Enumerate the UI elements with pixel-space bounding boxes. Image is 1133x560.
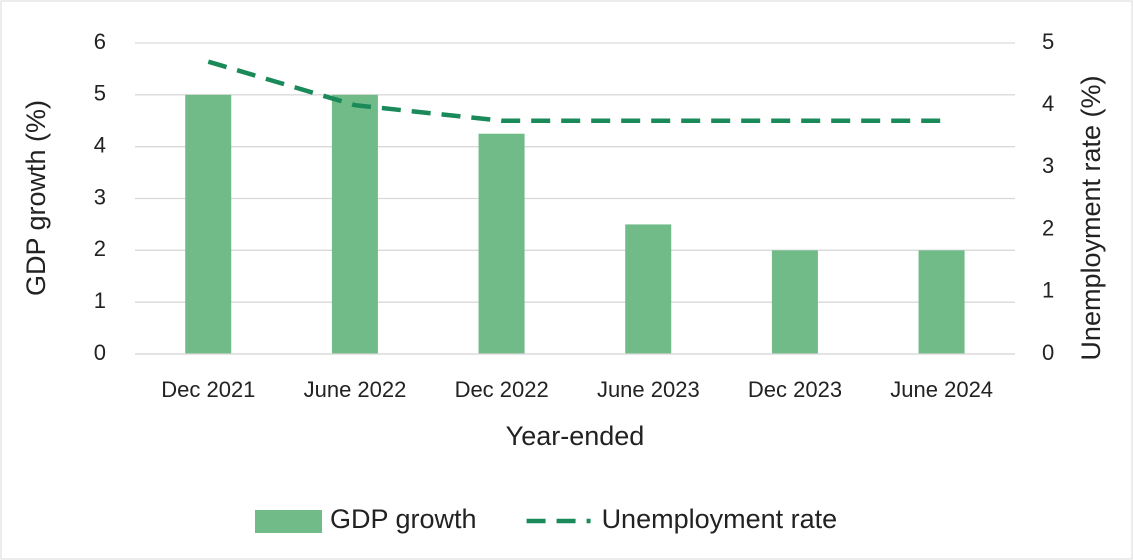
y-tick-label: 5 xyxy=(94,81,106,106)
bar xyxy=(771,250,818,354)
bar xyxy=(918,250,965,354)
line xyxy=(207,59,942,123)
y-axis-title: GDP growth (%) xyxy=(21,100,51,296)
y-tick-label: 3 xyxy=(94,184,106,209)
y2-tick-label: 0 xyxy=(1042,340,1054,365)
y-tick-label: 2 xyxy=(94,236,106,261)
y2-tick-label: 2 xyxy=(1042,215,1054,240)
legend-swatch xyxy=(255,510,322,533)
x-tick-label: Dec 2023 xyxy=(748,377,842,402)
x-tick-label: Dec 2022 xyxy=(455,377,549,402)
y-tick-label: 1 xyxy=(94,288,106,313)
y2-tick-label: 5 xyxy=(1042,29,1054,54)
y-tick-label: 0 xyxy=(94,340,106,365)
y2-tick-label: 4 xyxy=(1042,91,1054,116)
y2-axis-title: Unemployment rate (%) xyxy=(1076,75,1106,360)
bar xyxy=(625,224,672,354)
y-tick-label: 4 xyxy=(94,132,106,157)
legend-label: Unemployment rate xyxy=(602,504,838,534)
y-tick-label: 6 xyxy=(94,29,106,54)
x-tick-label: June 2024 xyxy=(890,377,993,402)
y2-tick-label: 1 xyxy=(1042,278,1054,303)
bar xyxy=(331,94,378,354)
x-tick-label: June 2022 xyxy=(304,377,407,402)
x-tick-label: June 2023 xyxy=(597,377,700,402)
x-axis-title: Year-ended xyxy=(506,421,645,451)
bar xyxy=(185,94,232,354)
legend-label: GDP growth xyxy=(330,504,477,534)
bar xyxy=(478,133,525,354)
y2-tick-label: 3 xyxy=(1042,153,1054,178)
x-tick-label: Dec 2021 xyxy=(161,377,255,402)
